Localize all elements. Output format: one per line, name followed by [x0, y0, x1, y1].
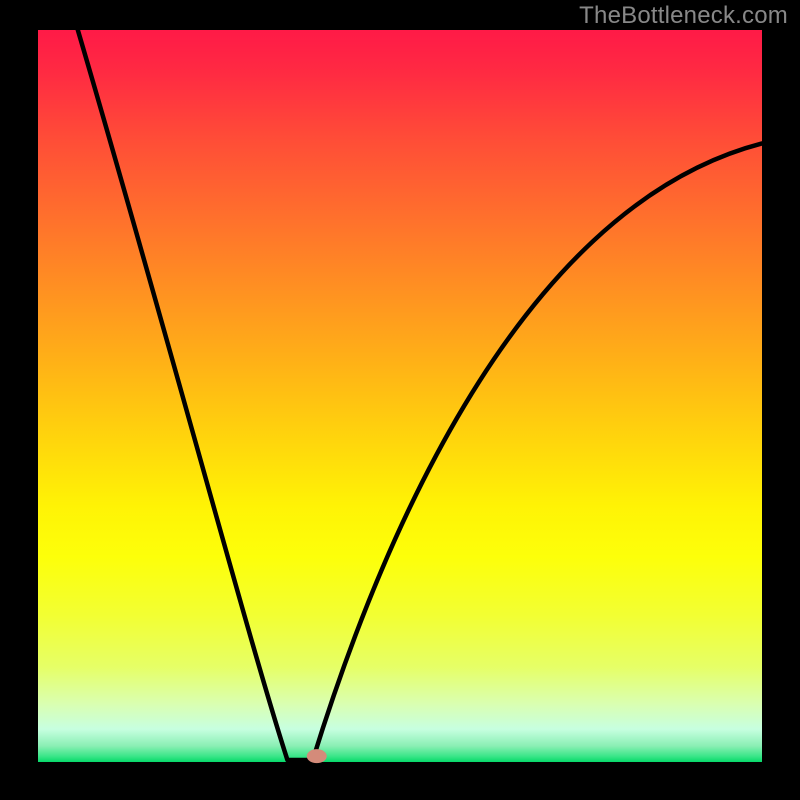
watermark-text: TheBottleneck.com — [579, 2, 788, 30]
bottleneck-chart — [0, 0, 800, 800]
minimum-marker — [307, 749, 327, 763]
plot-background — [38, 30, 762, 762]
chart-container: TheBottleneck.com — [0, 0, 800, 800]
